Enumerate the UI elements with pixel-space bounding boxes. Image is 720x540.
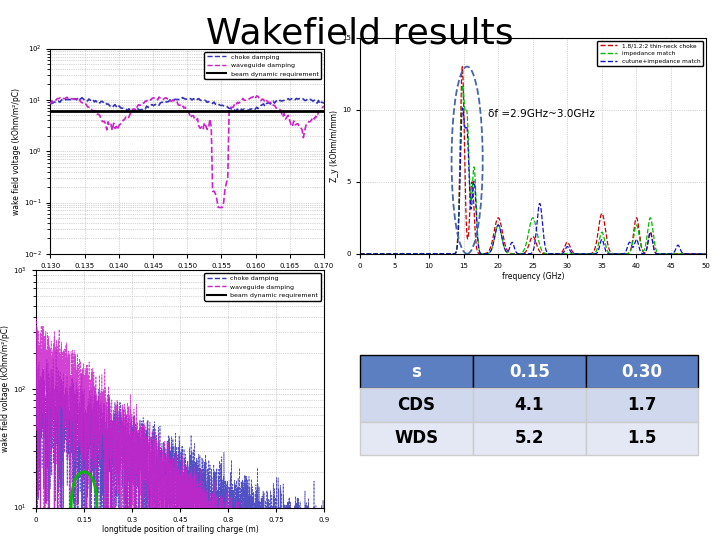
X-axis label: longtitude position of trailing charge (m): longtitude position of trailing charge (… xyxy=(109,272,266,281)
Y-axis label: Z_y (kOhm/m/mm): Z_y (kOhm/m/mm) xyxy=(330,110,339,182)
Legend: choke damping, waveguide damping, beam dynamic requirement: choke damping, waveguide damping, beam d… xyxy=(204,52,321,79)
Y-axis label: wake field voltage (kOhm/m²/pC): wake field voltage (kOhm/m²/pC) xyxy=(1,325,11,453)
X-axis label: longtitude position of trailing charge (m): longtitude position of trailing charge (… xyxy=(102,525,258,535)
Legend: 1.8/1.2:2 thin-neck choke, impedance match, cutune+impedance match: 1.8/1.2:2 thin-neck choke, impedance mat… xyxy=(597,40,703,66)
Text: δf =2.9GHz~3.0GHz: δf =2.9GHz~3.0GHz xyxy=(488,109,595,119)
Text: Wakefield results: Wakefield results xyxy=(206,16,514,50)
X-axis label: frequency (GHz): frequency (GHz) xyxy=(502,272,564,281)
Y-axis label: wake field voltage (kOhm/m²/pC): wake field voltage (kOhm/m²/pC) xyxy=(12,87,21,215)
Legend: choke damping, waveguide damping, beam dynamic requirement: choke damping, waveguide damping, beam d… xyxy=(204,273,321,300)
